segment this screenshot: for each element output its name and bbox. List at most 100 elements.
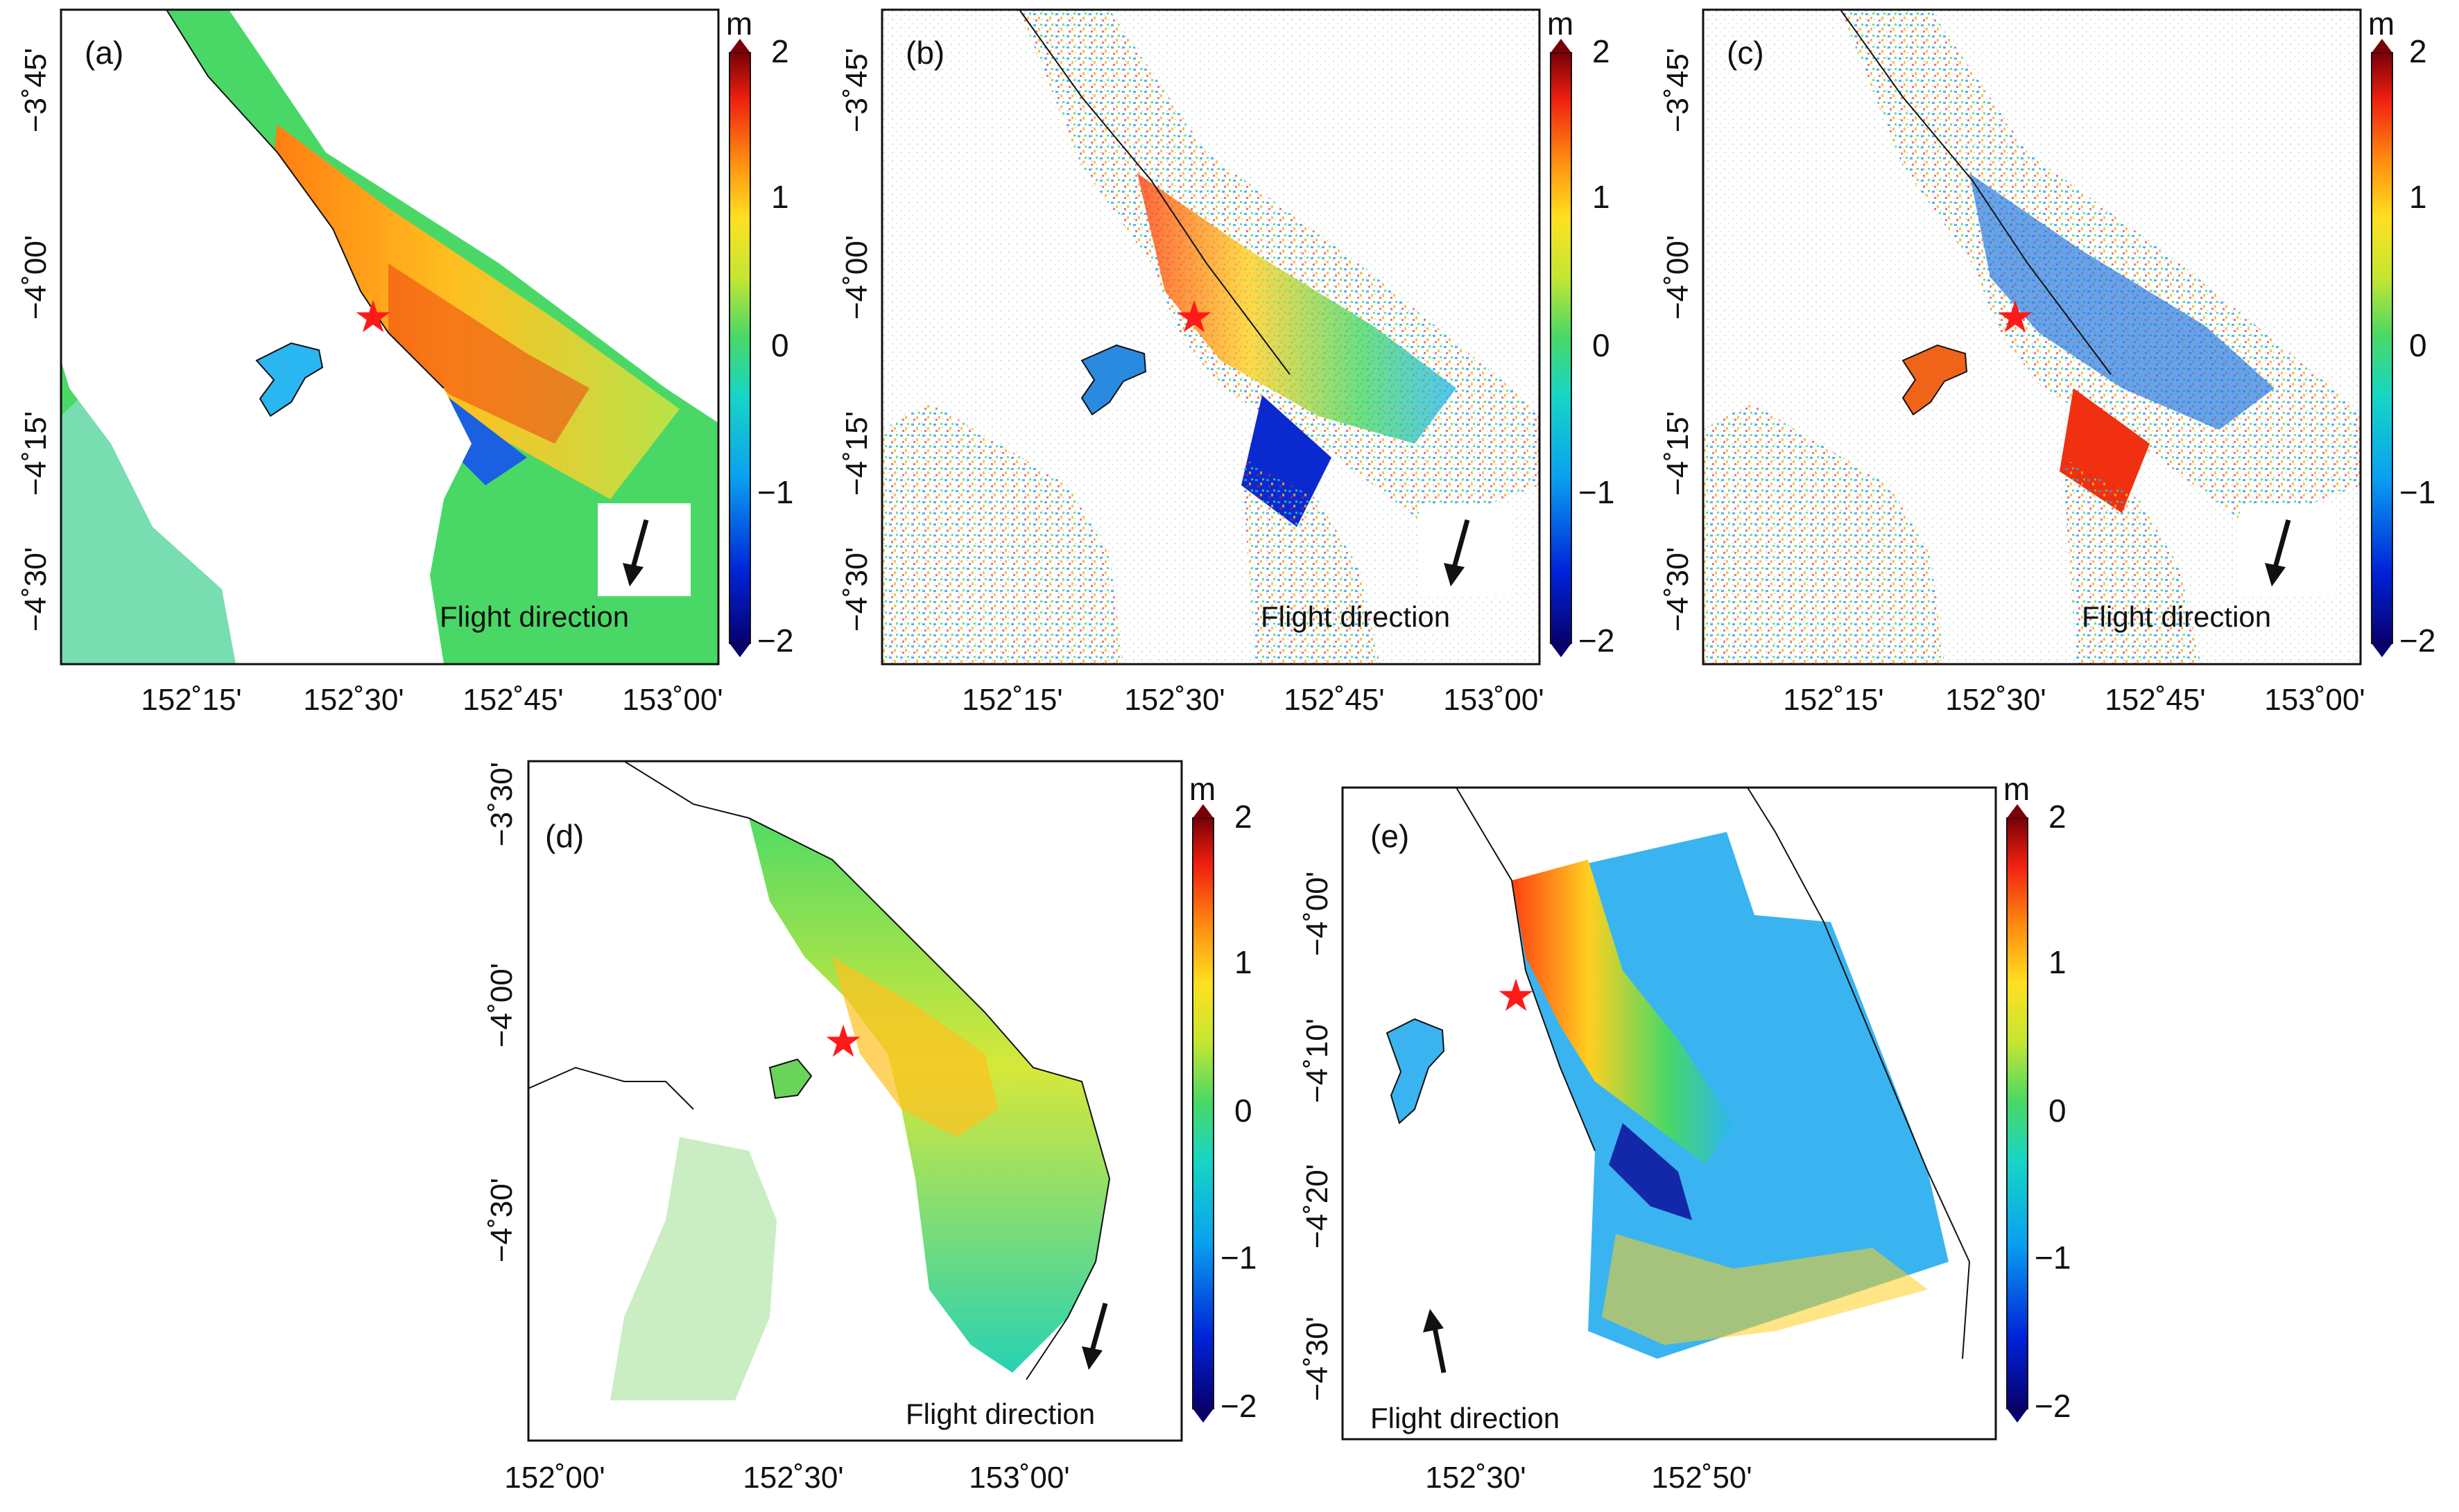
panel-b-lon-tick: 152˚15' — [962, 683, 1062, 717]
panel-b-lon-tick: 152˚30' — [1124, 683, 1225, 717]
panel-b-arrow-box — [1419, 503, 1512, 596]
panel-c-flight-arrow-head — [2265, 563, 2286, 586]
panel-b-cbar-tick: −1 — [1578, 474, 1614, 510]
panel-b-units: m — [1547, 6, 1573, 42]
panel-c-coastline — [1840, 9, 2112, 375]
panel-e-lon-tick: 152˚50' — [1651, 1461, 1752, 1495]
panel-e-subsidence — [1609, 1123, 1692, 1220]
panel-b-island — [1080, 344, 1147, 416]
panel-b-lat-tick: −4˚30' — [840, 547, 874, 632]
panel-c-epicenter-star: ★ — [1995, 292, 2035, 342]
panel-a-cbar-tick: 1 — [771, 179, 789, 215]
panel-e-east-coastline — [1747, 787, 1971, 1359]
panel-c-cbar-tick: 2 — [2409, 33, 2427, 69]
panel-d-lat-tick: −3˚30' — [485, 762, 519, 846]
panel-d-lon-tick: 153˚00' — [969, 1461, 1069, 1495]
panel-a-flight-arrow-head — [623, 563, 644, 586]
panel-c-lon-tick: 152˚15' — [1783, 683, 1883, 717]
panel-d-colorbar-bottom-cap — [1193, 1409, 1214, 1423]
panel-c-lat-tick: −4˚00' — [1661, 235, 1695, 320]
panel-e-colorbar-top-cap — [2007, 804, 2028, 818]
panel-b-colorbar-bottom-cap — [1551, 643, 1571, 657]
panel-b-lon-tick: 153˚00' — [1443, 683, 1544, 717]
panel-a-cbar-tick: −1 — [757, 474, 793, 510]
panel-d-label: (d) — [545, 818, 584, 854]
panel-d-flight-arrow-shaft — [1089, 1303, 1108, 1354]
panel-c-colorbar-top-cap — [2372, 39, 2392, 53]
panel-c-colorbar — [2371, 52, 2393, 644]
panel-e-cbar-tick: 1 — [2048, 944, 2067, 980]
panel-c-subsidence-zone — [1969, 173, 2275, 430]
panel-a-colorbar — [729, 52, 751, 644]
panel-c-frame — [1702, 8, 2362, 666]
panel-a-flight-arrow-shaft — [630, 519, 649, 571]
panel-a-colorbar-bottom-cap — [730, 643, 750, 657]
panel-c-lat-tick: −4˚15' — [1661, 411, 1695, 496]
panel-e: Flight direction ★ (e) −4˚00' −4˚10' −4˚… — [1300, 771, 2071, 1495]
panel-c-lat-tick: −4˚30' — [1661, 547, 1695, 632]
panel-a-uplift-core — [388, 263, 589, 444]
panel-c-cbar-tick: −2 — [2399, 623, 2435, 659]
panel-c-lon-tick: 152˚30' — [1945, 683, 2046, 717]
panel-d-cbar-tick: −1 — [1220, 1240, 1257, 1276]
panel-a-lon-tick: 152˚15' — [141, 683, 241, 717]
panel-c-flight-label: Flight direction — [2082, 600, 2271, 633]
panel-d: Flight direction ★ (d) −3˚30' −4˚00' −4˚… — [485, 760, 1257, 1495]
panel-d-flight-label: Flight direction — [906, 1398, 1095, 1430]
panel-b-cbar-tick: 1 — [1592, 179, 1610, 215]
panel-e-lat-tick: −4˚00' — [1300, 871, 1334, 956]
panel-b-lon-tick: 152˚45' — [1284, 683, 1384, 717]
panel-a-lon-tick: 153˚00' — [622, 683, 723, 717]
panel-a-epicenter-star: ★ — [353, 292, 392, 342]
panel-d-island — [768, 1058, 813, 1100]
panel-d-uplift-zone — [832, 957, 999, 1137]
panel-d-west-coastline — [528, 1066, 694, 1110]
panel-b-cbar-tick: 2 — [1592, 33, 1610, 69]
panel-c-arrow-box — [2240, 503, 2333, 596]
panel-d-lon-tick: 152˚30' — [743, 1461, 843, 1495]
panel-d-colorbar-top-cap — [1193, 804, 1214, 818]
panel-b-uplift-zone — [1137, 173, 1456, 444]
panel-b-frame — [881, 8, 1541, 666]
panel-c-island — [1901, 344, 1968, 416]
panel-e-units: m — [2003, 771, 2030, 807]
panel-d-flight-arrow-head — [1082, 1346, 1103, 1370]
panel-e-flight-arrow-head — [1423, 1309, 1444, 1332]
panel-b-lat-tick: −4˚15' — [840, 411, 874, 496]
panel-a-label: (a) — [85, 35, 123, 71]
panel-e-uplift-band — [1512, 860, 1734, 1165]
panel-b-southwest-land — [882, 402, 1123, 664]
panel-b-cbar-tick: 0 — [1592, 327, 1610, 363]
panel-e-cbar-tick: −2 — [2035, 1388, 2071, 1424]
panel-d-southwest-land — [610, 1137, 777, 1400]
panel-d-lat-tick: −4˚00' — [485, 963, 519, 1048]
panel-c-lon-tick: 153˚00' — [2264, 683, 2365, 717]
panel-a-lat-tick: −4˚15' — [19, 411, 53, 496]
panel-d-epicenter-star: ★ — [823, 1016, 863, 1066]
panel-e-flight-label: Flight direction — [1370, 1402, 1560, 1434]
panel-a-island — [255, 342, 324, 417]
panel-a-units: m — [726, 6, 752, 42]
panel-a-coastline — [166, 9, 445, 389]
panel-e-colorbar-bottom-cap — [2007, 1409, 2028, 1423]
panel-e-flight-arrow-shaft — [1431, 1323, 1447, 1373]
panel-a-lat-tick: −3˚45' — [19, 48, 53, 132]
panel-b-lat-tick: −4˚00' — [840, 235, 874, 320]
panel-e-south-band — [1602, 1234, 1928, 1345]
panel-e-swath — [1512, 832, 1949, 1359]
panel-b-epicenter-star: ★ — [1174, 292, 1214, 342]
panel-c-label: (c) — [1727, 35, 1764, 71]
panel-a-cbar-tick: −2 — [757, 623, 793, 659]
panel-a-lon-tick: 152˚45' — [463, 683, 563, 717]
panel-e-lat-tick: −4˚10' — [1300, 1018, 1334, 1103]
panel-d-cbar-tick: −2 — [1220, 1388, 1257, 1424]
panel-c-flight-arrow-shaft — [2272, 519, 2291, 571]
panel-e-cbar-tick: 0 — [2048, 1093, 2067, 1129]
panel-a-cbar-tick: 2 — [771, 33, 789, 69]
panel-e-island — [1386, 1018, 1445, 1124]
panel-c: Flight direction ★ (c) −3˚45' −4˚00' −4˚… — [1661, 6, 2435, 717]
panel-a-subsidence — [444, 394, 527, 485]
panel-e-cbar-tick: −1 — [2035, 1240, 2071, 1276]
panel-d-cbar-tick: 1 — [1234, 944, 1252, 980]
panel-e-lat-tick: −4˚30' — [1300, 1317, 1334, 1401]
